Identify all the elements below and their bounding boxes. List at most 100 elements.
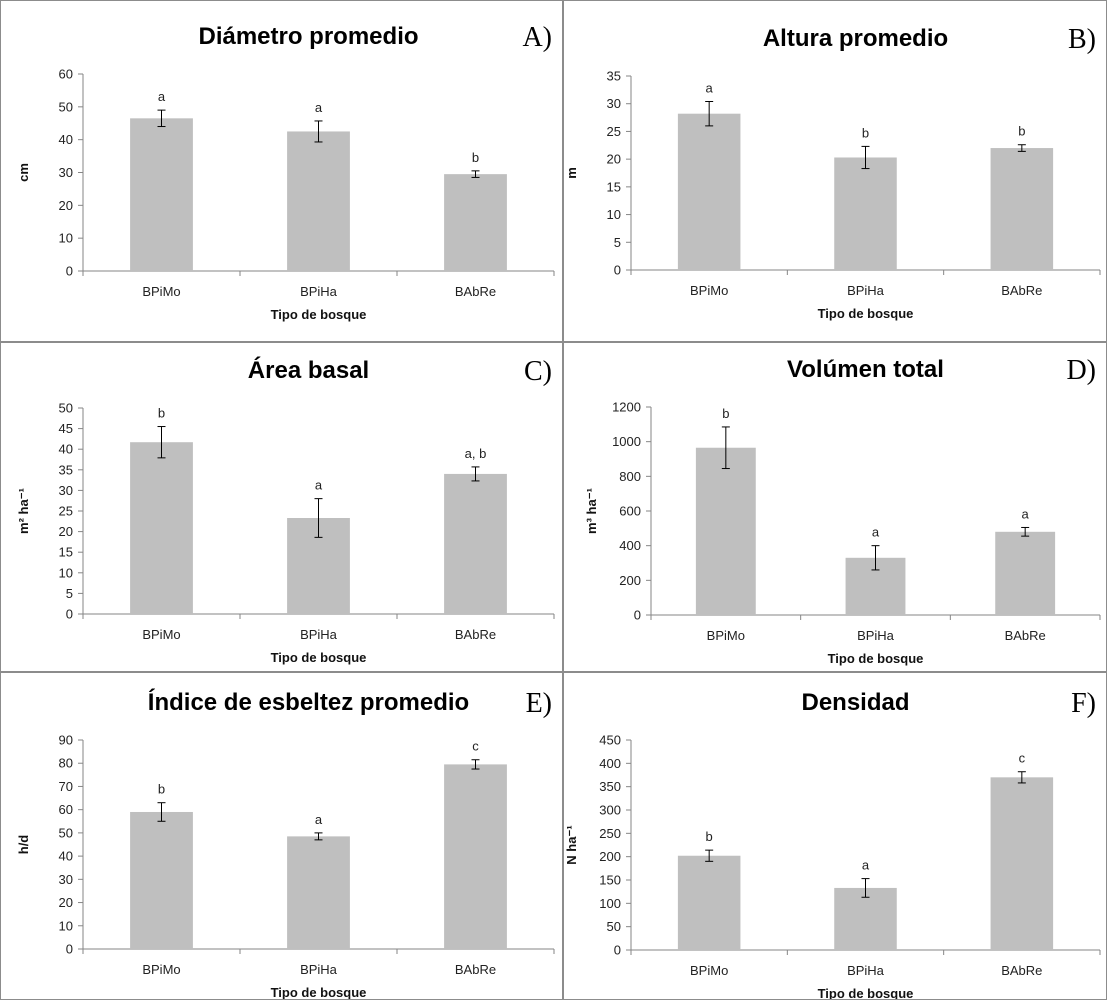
x-axis-label: Tipo de bosque <box>818 986 914 999</box>
significance-label: b <box>472 150 479 165</box>
y-axis-label: m <box>564 167 579 179</box>
chart-panel: Área basal C) 0 5 10 15 20 25 30 35 40 45 50 b BPiMo a B… <box>0 342 563 672</box>
chart-title: Volúmen total <box>787 356 944 383</box>
y-tick-label: 40 <box>59 132 73 147</box>
significance-label: a <box>315 100 323 115</box>
panel-letter: C) <box>524 356 552 387</box>
x-axis-label: Tipo de bosque <box>818 306 914 321</box>
y-tick-label: 1200 <box>612 400 641 415</box>
bar <box>834 887 897 950</box>
y-tick-label: 50 <box>59 401 73 416</box>
category-label: BPiMo <box>142 962 180 977</box>
category-label: BPiHa <box>847 283 885 298</box>
significance-label: a <box>706 80 714 95</box>
y-tick-label: 0 <box>614 263 621 278</box>
category-label: BPiMo <box>142 627 180 642</box>
y-tick-label: 350 <box>599 779 621 794</box>
panel-letter: F) <box>1071 688 1096 719</box>
chart-title: Área basal <box>248 356 369 384</box>
y-tick-label: 450 <box>599 733 621 748</box>
y-tick-label: 200 <box>599 849 621 864</box>
chart-panel: Índice de esbeltez promedio E) 0 10 20 30 40 50… <box>0 672 563 1000</box>
y-tick-label: 0 <box>66 607 73 622</box>
y-axis-label: h/d <box>16 835 31 855</box>
x-axis-label: Tipo de bosque <box>271 985 367 999</box>
significance-label: a <box>315 812 323 827</box>
y-tick-label: 40 <box>59 442 73 457</box>
category-label: BAbRe <box>455 627 496 642</box>
category-label: BAbRe <box>455 284 496 299</box>
y-axis-label: m³ ha⁻¹ <box>584 488 599 534</box>
y-tick-label: 40 <box>59 849 73 864</box>
y-tick-label: 20 <box>607 152 621 167</box>
chart-title: Altura promedio <box>763 25 948 52</box>
x-axis-label: Tipo de bosque <box>271 307 367 322</box>
category-label: BAbRe <box>1001 283 1042 298</box>
bar <box>130 118 193 271</box>
significance-label: a <box>315 478 323 493</box>
y-tick-label: 25 <box>607 124 621 139</box>
x-axis-label: Tipo de bosque <box>828 651 924 666</box>
y-tick-label: 5 <box>66 586 73 601</box>
chart-panel: Volúmen total D) 0 200 400 600 800 1000 1200 b BPi… <box>563 342 1107 672</box>
y-tick-label: 0 <box>634 608 641 623</box>
y-axis-label: m² ha⁻¹ <box>16 488 31 534</box>
panel-letter: A) <box>522 22 552 53</box>
panel-letter: D) <box>1066 355 1096 386</box>
y-tick-label: 15 <box>59 545 73 560</box>
significance-label: a <box>872 525 880 540</box>
chart-title: Densidad <box>801 689 909 716</box>
significance-label: c <box>472 739 479 754</box>
y-tick-label: 35 <box>59 462 73 477</box>
chart-svg: Densidad F) 0 50 100 150 200 250 300 350 400 450 b BP… <box>564 688 1101 999</box>
y-tick-label: 50 <box>59 825 73 840</box>
y-tick-label: 15 <box>607 179 621 194</box>
y-tick-label: 50 <box>607 919 621 934</box>
bar <box>990 148 1054 270</box>
bar <box>130 442 193 614</box>
y-tick-label: 60 <box>59 67 73 82</box>
y-tick-label: 35 <box>607 69 621 84</box>
y-tick-label: 90 <box>59 733 73 748</box>
y-tick-label: 0 <box>66 264 73 279</box>
bar <box>130 811 193 949</box>
significance-label: b <box>722 406 729 421</box>
significance-label: a, b <box>465 446 487 461</box>
significance-label: a <box>862 858 870 873</box>
y-tick-label: 80 <box>59 756 73 771</box>
category-label: BAbRe <box>455 962 496 977</box>
chart-panel: Densidad F) 0 50 100 150 200 250 300 350 400 450 b BP… <box>563 672 1107 1000</box>
bar <box>677 113 741 270</box>
y-tick-label: 60 <box>59 802 73 817</box>
chart-title: Diámetro promedio <box>198 23 418 50</box>
significance-label: b <box>1018 124 1025 139</box>
significance-label: b <box>862 125 869 140</box>
category-label: BPiMo <box>690 283 728 298</box>
bar <box>287 836 350 949</box>
significance-label: a <box>158 89 166 104</box>
chart-svg: Índice de esbeltez promedio E) 0 10 20 30 40 50… <box>16 688 555 999</box>
y-tick-label: 400 <box>619 538 641 553</box>
significance-label: b <box>706 829 713 844</box>
category-label: BPiMo <box>142 284 180 299</box>
y-tick-label: 1000 <box>612 434 641 449</box>
chart-svg: Altura promedio B) 0 5 10 15 20 25 30 35 a BPiMo b BP… <box>564 24 1101 321</box>
y-tick-label: 50 <box>59 99 73 114</box>
y-tick-label: 25 <box>59 504 73 519</box>
y-tick-label: 0 <box>66 942 73 957</box>
y-tick-label: 45 <box>59 421 73 436</box>
y-tick-label: 600 <box>619 504 641 519</box>
panel-letter: E) <box>526 688 552 719</box>
significance-label: a <box>1022 506 1030 521</box>
y-tick-label: 800 <box>619 469 641 484</box>
bar <box>444 473 507 614</box>
bar <box>695 447 756 615</box>
chart-svg: Volúmen total D) 0 200 400 600 800 1000 1200 b BPi… <box>584 355 1101 666</box>
y-tick-label: 10 <box>59 565 73 580</box>
x-axis-label: Tipo de bosque <box>271 650 367 665</box>
bar <box>990 777 1054 950</box>
y-tick-label: 10 <box>59 918 73 933</box>
category-label: BPiHa <box>300 962 338 977</box>
y-tick-label: 150 <box>599 873 621 888</box>
